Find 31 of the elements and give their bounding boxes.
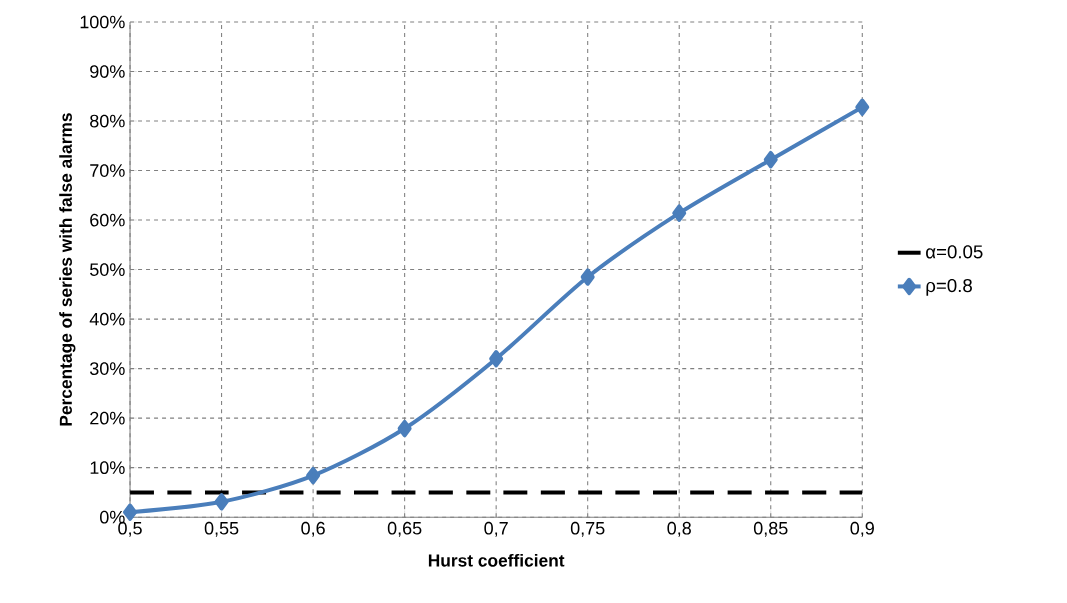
point — [214, 493, 229, 511]
point — [489, 349, 504, 368]
x-tick-label: 0,55 — [204, 521, 239, 537]
legend-label: ρ=0.8 — [926, 278, 972, 296]
y-tick-label: 70% — [90, 164, 125, 177]
point — [123, 503, 138, 521]
y-tick-label: 100% — [80, 15, 125, 29]
legend-label: α=0.05 — [926, 245, 983, 259]
y-tick-label: 40% — [89, 312, 125, 326]
y-tick-label: 30% — [89, 362, 125, 375]
x-tick-label: 0,75 — [570, 521, 605, 537]
y-axis-title: Percentage of series with false alarms — [59, 113, 76, 426]
point — [855, 98, 870, 116]
point — [580, 268, 595, 286]
x-axis-title: Hurst coefficient — [428, 553, 565, 567]
point — [397, 419, 412, 438]
point — [306, 466, 321, 485]
y-tick-label: 20% — [90, 411, 125, 425]
x-tick-label: 0,7 — [484, 521, 508, 537]
point — [763, 150, 778, 169]
x-tick-label: 0,9 — [850, 521, 874, 537]
point — [672, 204, 687, 222]
x-tick-label: 0,6 — [301, 521, 325, 537]
y-tick-label: 80% — [90, 114, 125, 128]
x-tick-label: 0,8 — [667, 521, 691, 537]
x-tick-label: 0,85 — [753, 521, 788, 537]
y-tick-label: 10% — [90, 461, 125, 474]
y-tick-label: 90% — [90, 65, 125, 78]
y-tick-label: 50% — [90, 263, 125, 276]
x-tick-label: 0,65 — [387, 521, 422, 537]
y-tick-label: 60% — [90, 213, 125, 227]
